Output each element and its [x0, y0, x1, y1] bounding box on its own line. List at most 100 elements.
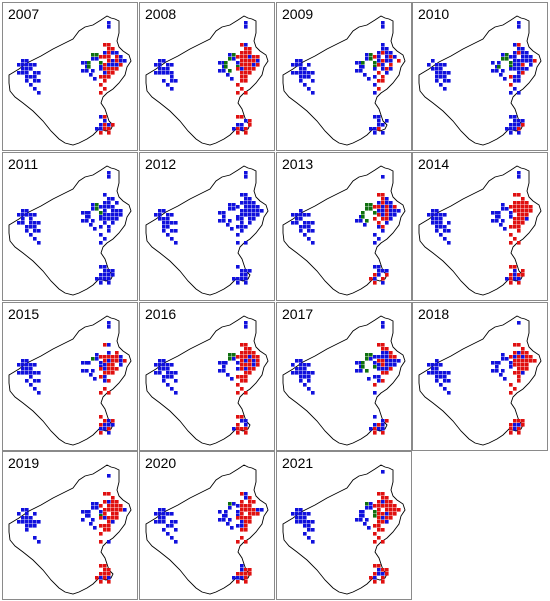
grid-cell [162, 67, 166, 71]
grid-cell [95, 277, 99, 281]
grid-cell [299, 508, 303, 512]
grid-cell [166, 213, 170, 217]
grid-cell [377, 355, 381, 359]
grid-cell [111, 500, 115, 504]
grid-cell [244, 269, 248, 273]
grid-cell [107, 508, 111, 512]
grid-cell [244, 423, 248, 427]
grid-cell [248, 47, 252, 51]
grid-cell [248, 71, 252, 75]
grid-cell [240, 363, 244, 367]
grid-cell [361, 510, 365, 514]
grid-cell [236, 423, 240, 427]
grid-cell [111, 67, 115, 71]
grid-cell [232, 427, 236, 431]
grid-cell [99, 205, 103, 209]
grid-cell [162, 59, 166, 63]
grid-cell [240, 516, 244, 520]
grid-cell [158, 512, 162, 516]
grid-cell [435, 75, 439, 79]
grid-cell [218, 69, 222, 73]
grid-cell [103, 217, 107, 221]
grid-cell [17, 363, 21, 367]
grid-cell [103, 379, 107, 383]
grid-cell [509, 91, 513, 95]
grid-cell [107, 171, 111, 175]
grid-cell [497, 61, 501, 65]
grid-cell [87, 510, 91, 514]
grid-cell [521, 347, 525, 351]
grid-cell [248, 500, 252, 504]
grid-cell [166, 233, 170, 237]
grid-cell [162, 225, 166, 229]
grid-cell [162, 379, 166, 383]
grid-cell [244, 508, 248, 512]
grid-cell [517, 277, 521, 281]
grid-cell [513, 201, 517, 205]
grid-cell [373, 540, 377, 544]
grid-cell [499, 73, 503, 77]
grid-cell [107, 474, 111, 478]
grid-cell [111, 516, 115, 520]
grid-cell [115, 63, 119, 67]
grid-cell [248, 516, 252, 520]
grid-cell [377, 516, 381, 520]
grid-cell [307, 213, 311, 217]
grid-cell [355, 219, 359, 223]
grid-cell [517, 217, 521, 221]
grid-cell [513, 63, 517, 67]
grid-cell [355, 69, 359, 73]
grid-cell [381, 379, 385, 383]
grid-cell [111, 363, 115, 367]
grid-cell [248, 572, 252, 576]
grid-cell [248, 508, 252, 512]
grid-cell [248, 119, 252, 123]
grid-cell [439, 233, 443, 237]
grid-cell [244, 504, 248, 508]
grid-cell [509, 65, 513, 69]
grid-cell [307, 75, 311, 79]
grid-cell [236, 215, 240, 219]
grid-cell [291, 71, 295, 75]
grid-cell [228, 57, 232, 61]
grid-cell [99, 427, 103, 431]
grid-cell [25, 79, 29, 83]
grid-cell [248, 201, 252, 205]
grid-cell [373, 427, 377, 431]
grid-cell [307, 524, 311, 528]
grid-cell [381, 131, 385, 135]
grid-cell [107, 427, 111, 431]
grid-cell [377, 51, 381, 55]
grid-cell [447, 79, 451, 83]
grid-cell [244, 71, 248, 75]
grid-cell [381, 347, 385, 351]
grid-cell [158, 71, 162, 75]
grid-cell [377, 564, 381, 568]
grid-cell [373, 564, 377, 568]
grid-cell [244, 67, 248, 71]
grid-cell [248, 568, 252, 572]
grid-cell [513, 119, 517, 123]
grid-cell [521, 355, 525, 359]
grid-cell [236, 123, 240, 127]
grid-cell [373, 217, 377, 221]
grid-cell [21, 516, 25, 520]
grid-cell [25, 508, 29, 512]
grid-cell [303, 520, 307, 524]
grid-cell [222, 518, 226, 522]
grid-cell [377, 520, 381, 524]
grid-cell [115, 359, 119, 363]
grid-cell [299, 67, 303, 71]
region-map [282, 464, 406, 595]
grid-cell [501, 353, 505, 357]
grid-cell [85, 510, 89, 514]
grid-cell [107, 355, 111, 359]
grid-cell [244, 175, 248, 179]
grid-cell [228, 219, 232, 223]
grid-cell [244, 516, 248, 520]
grid-cell [236, 514, 240, 518]
grid-cell [385, 221, 389, 225]
grid-cell [240, 520, 244, 524]
grid-cell [377, 512, 381, 516]
grid-cell [230, 526, 234, 530]
